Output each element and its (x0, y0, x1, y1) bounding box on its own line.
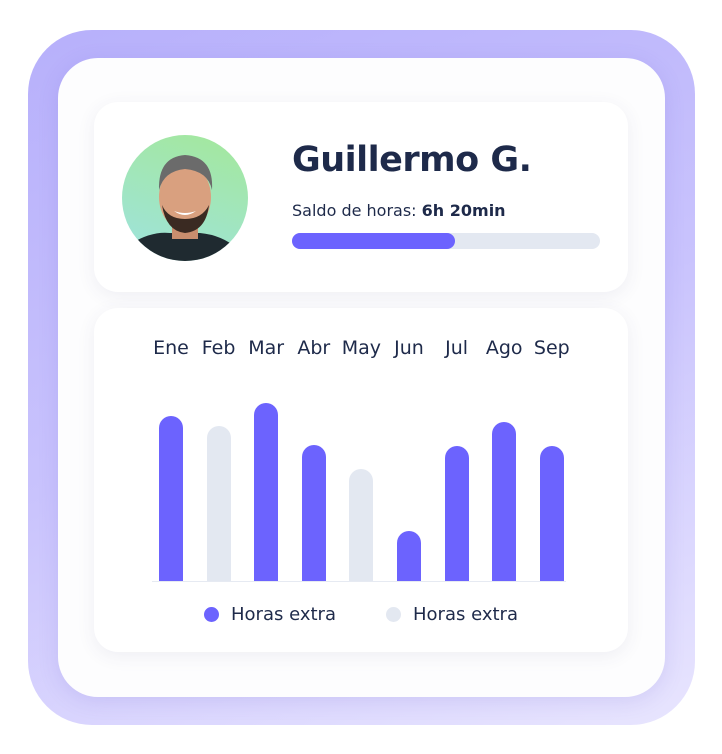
month-label: Abr (297, 337, 331, 359)
overtime-chart-card: Ene Feb Mar Abr May Jun Jul Ago Sep Horas extra … (94, 308, 628, 652)
bar-mar (254, 403, 279, 581)
month-label: May (341, 337, 382, 359)
user-name: Guillermo G. (292, 140, 532, 180)
hours-progress-bar (292, 233, 600, 249)
legend-label: Horas extra (231, 604, 336, 625)
month-label: Feb (201, 337, 236, 359)
legend-label: Horas extra (413, 604, 518, 625)
legend-item-1: Horas extra (204, 604, 336, 625)
profile-card: Guillermo G. Saldo de horas: 6h 20min (94, 102, 628, 292)
month-labels: Ene Feb Mar Abr May Jun Jul Ago Sep (94, 337, 628, 361)
bar-may (349, 469, 374, 581)
bar-feb (206, 426, 231, 581)
hours-balance-value: 6h 20min (421, 201, 506, 220)
month-label: Jul (445, 337, 469, 359)
hours-progress-fill (292, 233, 456, 249)
month-label: Mar (248, 337, 285, 359)
bar-ago (492, 422, 517, 581)
legend-item-2: Horas extra (386, 604, 518, 625)
avatar (122, 135, 248, 261)
month-label: Ene (153, 337, 189, 359)
bar-sep (539, 446, 564, 581)
month-label: Sep (533, 337, 570, 359)
legend-dot-icon (386, 607, 401, 622)
month-label: Ago (485, 337, 523, 359)
bar-ene (159, 416, 183, 581)
month-label: Jun (394, 337, 424, 359)
bar-jun (397, 531, 421, 581)
bar-abr (301, 445, 326, 581)
hours-balance: Saldo de horas: 6h 20min (292, 201, 506, 220)
bar-jul (444, 446, 469, 581)
chart-baseline (152, 581, 566, 582)
hours-balance-label: Saldo de horas: (292, 201, 417, 220)
legend-dot-icon (204, 607, 219, 622)
